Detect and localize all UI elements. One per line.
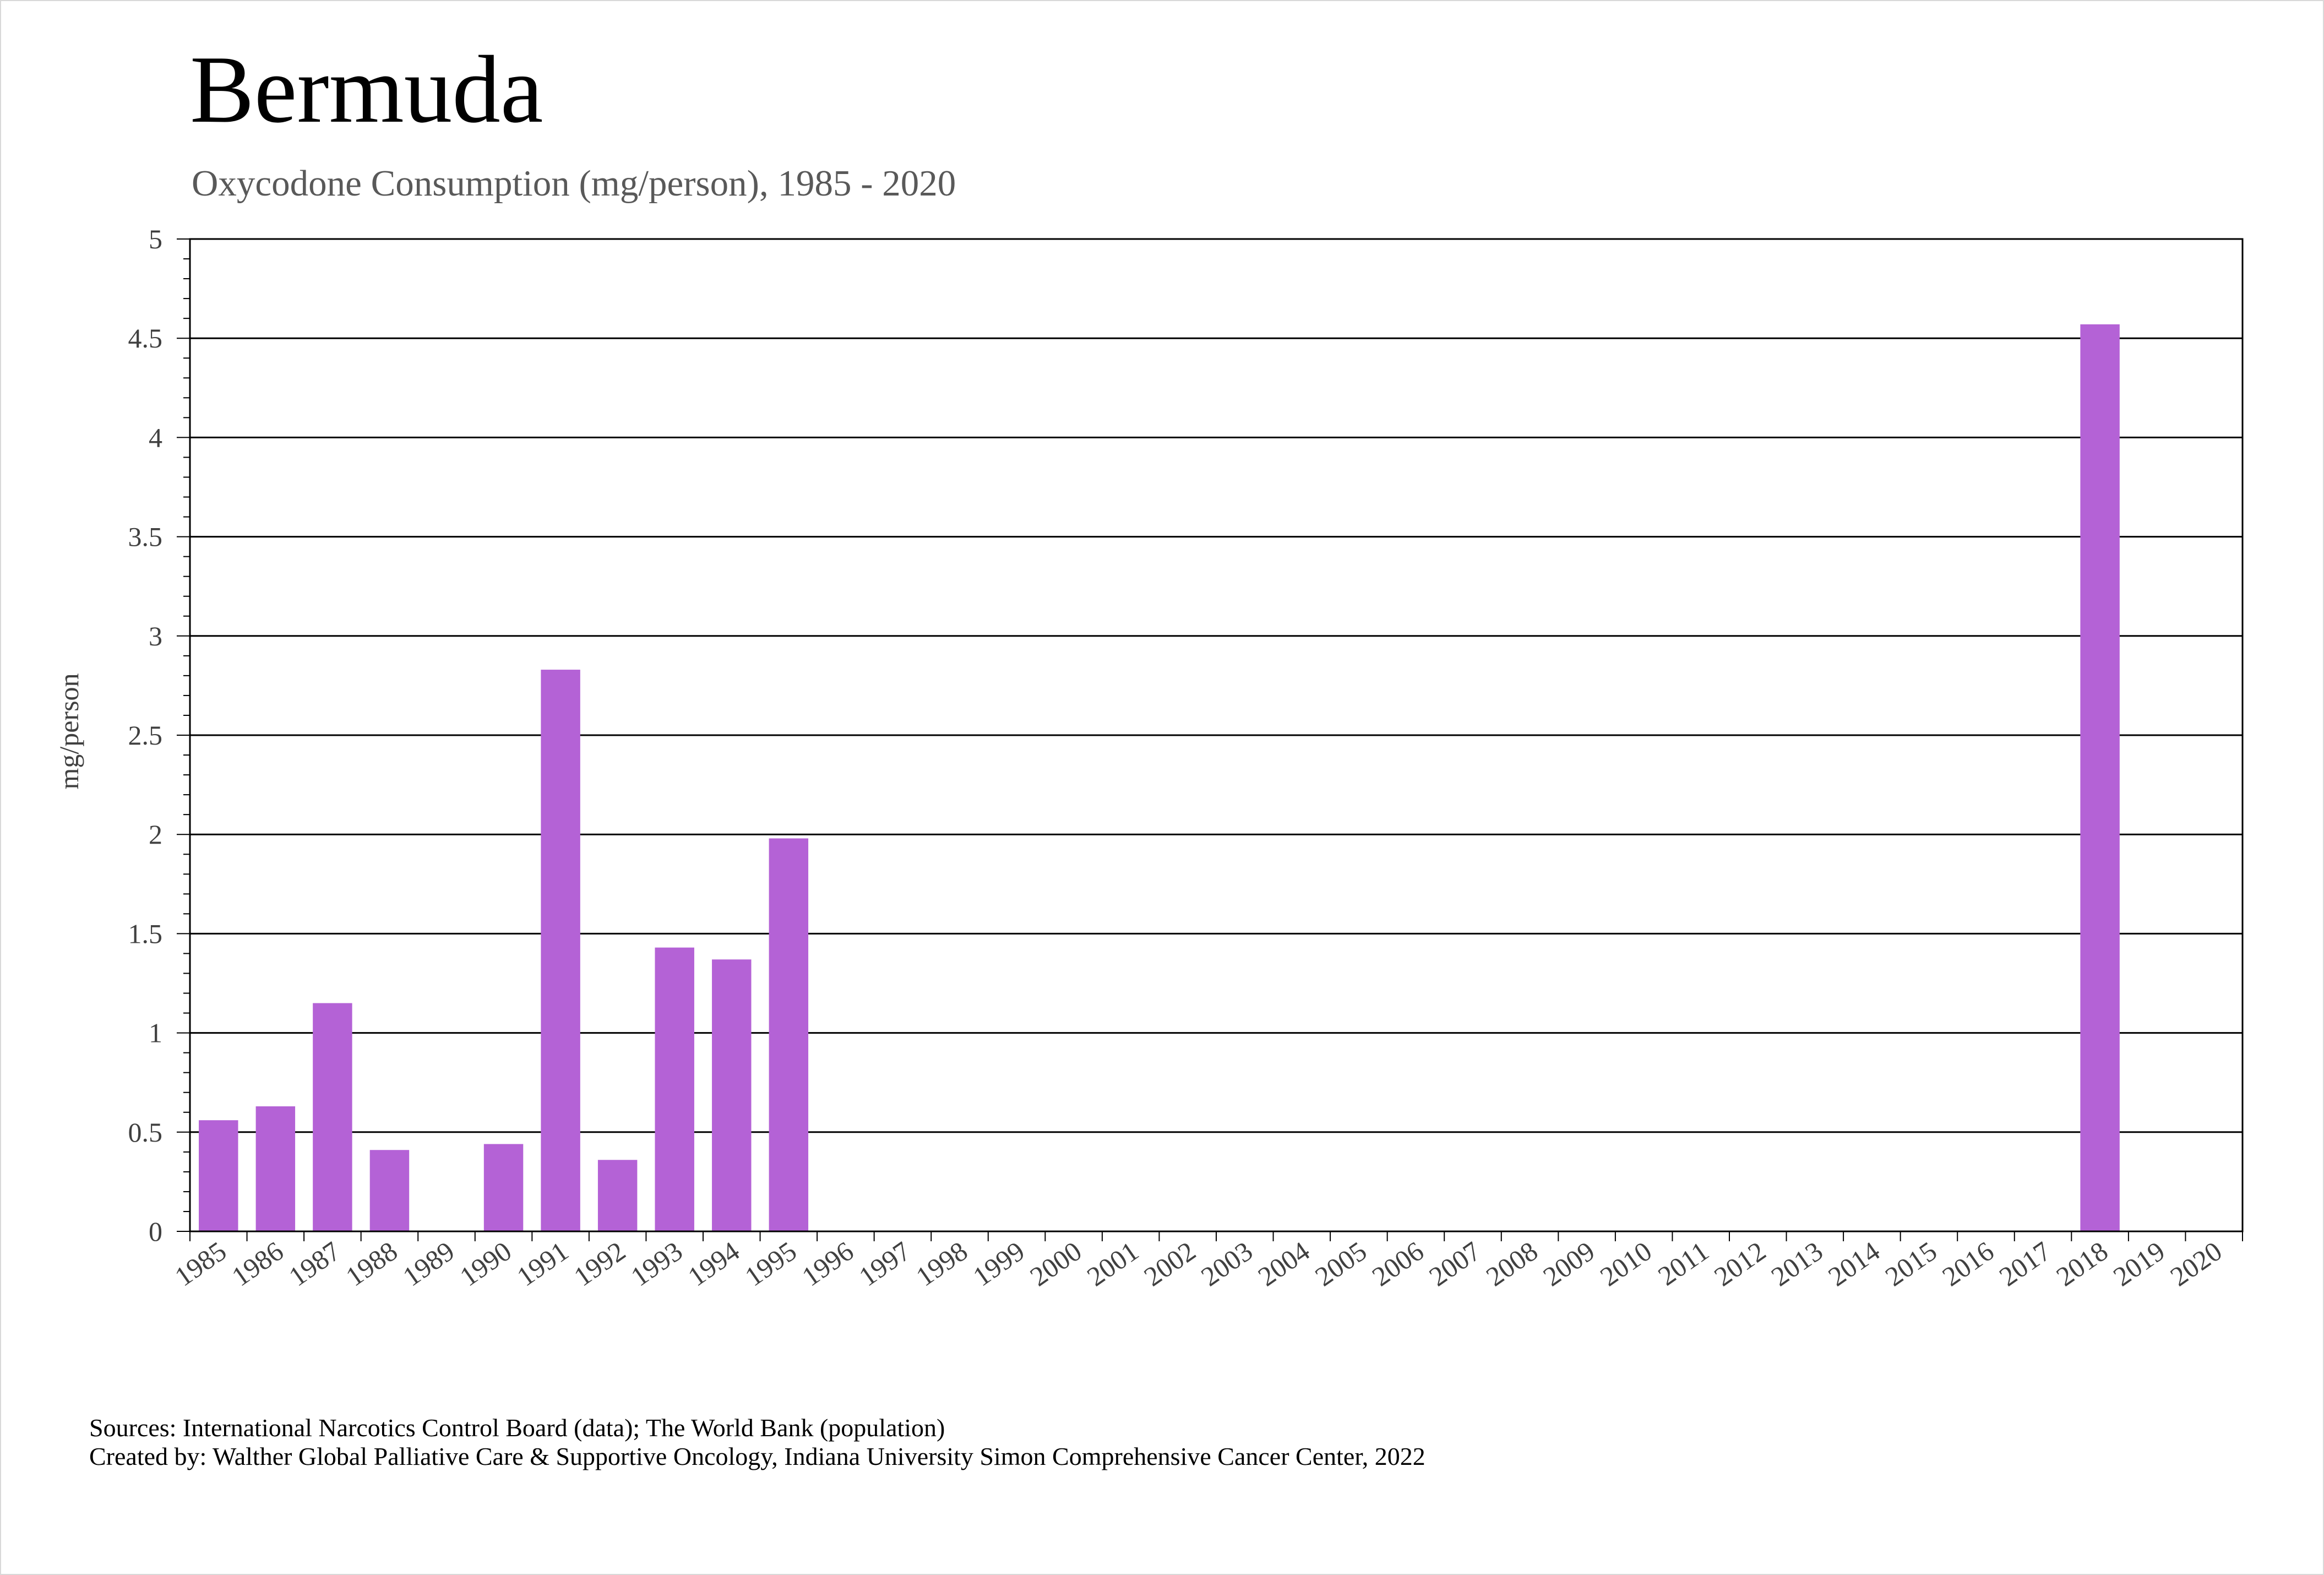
x-tick-label: 1988 (340, 1235, 403, 1292)
y-tick-label: 4.5 (128, 323, 163, 354)
x-tick-label: 2015 (1880, 1235, 1942, 1292)
x-tick-label: 1990 (454, 1235, 517, 1292)
bar-1986 (255, 1106, 296, 1231)
x-tick-label: 2016 (1936, 1235, 1999, 1292)
x-tick-label: 2004 (1253, 1235, 1315, 1292)
bar-1990 (483, 1144, 524, 1231)
bar-1987 (313, 1003, 352, 1231)
y-tick-labels: 0 0.5 1 1.5 2 2.5 3 3.5 4 4.5 5 (128, 224, 163, 1247)
y-tick-label: 1 (149, 1018, 162, 1049)
x-tick-label: 2018 (2050, 1235, 2113, 1292)
x-tick-labels: 1985198619871988198919901991199219931994… (169, 1235, 2227, 1292)
y-tick-label: 3.5 (128, 522, 163, 552)
x-tick-label: 1997 (853, 1235, 916, 1292)
bar-1985 (199, 1120, 238, 1231)
x-tick-label: 2010 (1594, 1235, 1657, 1292)
x-tick-label: 1999 (967, 1235, 1030, 1292)
y-tick-label: 0.5 (128, 1117, 163, 1148)
bar-1992 (597, 1160, 638, 1231)
x-tick-label: 2014 (1822, 1235, 1885, 1292)
x-tick-label: 2013 (1766, 1235, 1828, 1292)
x-tick-label: 1991 (511, 1235, 574, 1292)
y-tick-label: 4 (149, 422, 162, 453)
bar-1993 (655, 947, 694, 1231)
x-tick-label: 2001 (1081, 1235, 1144, 1292)
footer-sources: Sources: International Narcotics Control… (89, 1414, 945, 1442)
bar-1991 (541, 670, 580, 1231)
x-tick-label: 2011 (1652, 1235, 1715, 1291)
footer-created-by: Created by: Walther Global Palliative Ca… (89, 1442, 1425, 1470)
y-tick-label: 2 (149, 819, 162, 850)
x-tick-label: 2009 (1537, 1235, 1600, 1292)
x-tick-label: 2008 (1481, 1235, 1543, 1292)
x-tick-label: 1993 (625, 1235, 688, 1292)
axes (177, 238, 2244, 1241)
gridlines (190, 238, 2243, 1133)
x-tick-label: 1995 (739, 1235, 802, 1292)
x-tick-label: 2012 (1708, 1235, 1771, 1292)
x-tick-label: 2006 (1367, 1235, 1429, 1292)
x-tick-label: 1987 (283, 1235, 346, 1292)
x-tick-label: 2017 (1994, 1235, 2056, 1292)
x-tick-label: 2007 (1423, 1235, 1486, 1292)
chart-title: Bermuda (190, 36, 543, 143)
y-tick-label: 1.5 (128, 918, 163, 949)
bar-2018 (2080, 324, 2120, 1232)
bar-1995 (769, 838, 809, 1231)
y-tick-label: 3 (149, 621, 162, 651)
chart-subtitle: Oxycodone Consumption (mg/person), 1985 … (192, 163, 956, 204)
x-tick-label: 1992 (568, 1235, 631, 1292)
y-axis-label: mg/person (53, 673, 84, 789)
bar-1994 (712, 959, 752, 1231)
x-tick-label: 1986 (226, 1235, 289, 1292)
y-tick-label: 2.5 (128, 720, 163, 751)
x-tick-label: 2005 (1309, 1235, 1372, 1292)
x-tick-label: 2019 (2108, 1235, 2170, 1292)
x-tick-label: 1996 (796, 1235, 859, 1292)
y-tick-label: 5 (149, 224, 162, 254)
x-tick-label: 1989 (397, 1235, 460, 1292)
y-tick-label: 0 (149, 1216, 162, 1247)
x-tick-label: 2002 (1138, 1235, 1201, 1292)
x-tick-label: 2000 (1024, 1235, 1087, 1292)
bar-1988 (369, 1150, 410, 1231)
x-tick-label: 1985 (169, 1235, 232, 1292)
x-tick-label: 2003 (1195, 1235, 1258, 1292)
x-tick-label: 1994 (682, 1235, 745, 1292)
x-tick-label: 1998 (910, 1235, 973, 1292)
bars (199, 324, 2120, 1232)
x-tick-label: 2020 (2164, 1235, 2227, 1292)
